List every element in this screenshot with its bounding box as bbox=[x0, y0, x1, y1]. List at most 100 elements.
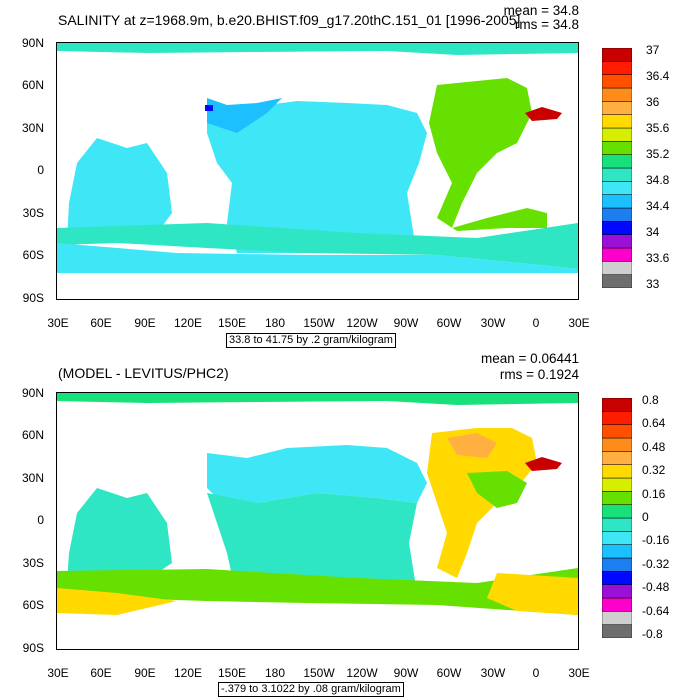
lon-label: 150E bbox=[217, 316, 247, 330]
lon-label: 120E bbox=[173, 666, 203, 680]
colorbar-swatch bbox=[601, 437, 633, 452]
north-pacific-region bbox=[207, 445, 427, 508]
panel2-colorbar-labels: -0.8 -0.64 -0.48 -0.32 -0.16 0 0.16 0.32 0.48 0.6… bbox=[642, 393, 696, 641]
lat-label: 60S bbox=[22, 598, 44, 612]
colorbar-swatches bbox=[601, 47, 633, 289]
lon-label: 90W bbox=[393, 666, 419, 680]
indian-ocean bbox=[67, 138, 172, 243]
panel1-colorbar bbox=[601, 47, 633, 289]
lat-label: 30N bbox=[21, 471, 44, 485]
colorbar-swatch bbox=[601, 504, 633, 519]
colorbar-swatch bbox=[601, 261, 633, 275]
difference-field bbox=[57, 393, 578, 615]
southern-ocean-band bbox=[57, 568, 578, 615]
colorbar-swatch bbox=[601, 274, 633, 289]
mediterranean bbox=[525, 457, 562, 471]
colorbar-swatch bbox=[601, 167, 633, 182]
lon-label: 0 bbox=[532, 316, 540, 330]
colorbar-swatch bbox=[601, 451, 633, 465]
difference-map bbox=[56, 392, 579, 650]
lon-label: 120E bbox=[173, 316, 203, 330]
colorbar-swatch bbox=[601, 127, 633, 142]
colorbar-swatch bbox=[601, 557, 633, 572]
southern-indian-positive bbox=[57, 588, 177, 615]
south-atlantic-positive bbox=[487, 573, 578, 615]
colorbar-swatch bbox=[601, 101, 633, 115]
colorbar-swatch bbox=[601, 424, 633, 439]
colorbar-swatch bbox=[601, 194, 633, 209]
colorbar-swatch bbox=[601, 411, 633, 425]
colorbar-label: 35.2 bbox=[646, 147, 670, 161]
colorbar-label: 34.4 bbox=[646, 199, 670, 213]
lon-label: 30E bbox=[568, 316, 590, 330]
colorbar-label: -0.16 bbox=[642, 533, 670, 548]
colorbar-swatch bbox=[601, 624, 633, 639]
north-pacific-fresh bbox=[207, 98, 282, 133]
panel2-title: (MODEL - LEVITUS/PHC2) bbox=[58, 365, 229, 381]
colorbar-swatch bbox=[601, 611, 633, 625]
southern-ocean-band bbox=[57, 223, 578, 269]
lat-label: 60S bbox=[22, 248, 44, 262]
lat-label: 0 bbox=[37, 513, 44, 527]
colorbar-label: 0.16 bbox=[642, 486, 666, 501]
colorbar-swatch bbox=[601, 141, 633, 155]
lon-label: 150W bbox=[303, 666, 335, 680]
lat-label: 30S bbox=[22, 556, 44, 570]
lon-label: 60W bbox=[436, 316, 462, 330]
colorbar-label: -0.48 bbox=[642, 580, 670, 595]
colorbar-label: -0.64 bbox=[642, 603, 670, 618]
colorbar-swatch bbox=[601, 544, 633, 559]
colorbar-swatch bbox=[601, 464, 633, 479]
arctic-ocean bbox=[57, 393, 578, 405]
colorbar-swatch bbox=[601, 491, 633, 505]
lon-label: 90E bbox=[134, 666, 156, 680]
colorbar-swatch bbox=[601, 234, 633, 249]
panel1-title: SALINITY at z=1968.9m, b.e20.BHIST.f09_g… bbox=[58, 12, 521, 28]
colorbar-label: 33.6 bbox=[646, 251, 670, 265]
salinity-field bbox=[57, 43, 578, 273]
colorbar-label: 36.4 bbox=[646, 69, 670, 83]
lon-label: 180 bbox=[264, 666, 286, 680]
lat-label: 30N bbox=[21, 121, 44, 135]
lon-label: 180 bbox=[264, 316, 286, 330]
lon-label: 120W bbox=[346, 666, 378, 680]
colorbar-swatch bbox=[601, 247, 633, 262]
colorbar-swatch bbox=[601, 597, 633, 612]
colorbar-swatch bbox=[601, 181, 633, 195]
lat-label: 90N bbox=[21, 386, 44, 400]
lon-label: 60W bbox=[436, 666, 462, 680]
colorbar-swatch bbox=[601, 47, 633, 62]
japan-sea bbox=[205, 105, 213, 111]
colorbar-swatch bbox=[601, 61, 633, 75]
lat-label: 90S bbox=[22, 641, 44, 655]
colorbar-label: 35.6 bbox=[646, 121, 670, 135]
colorbar-swatch bbox=[601, 221, 633, 235]
colorbar-swatch bbox=[601, 584, 633, 599]
atlantic-ocean bbox=[429, 78, 547, 231]
colorbar-label: 0.32 bbox=[642, 463, 666, 478]
lon-label: 30E bbox=[47, 666, 69, 680]
lon-label: 60E bbox=[90, 316, 112, 330]
indian-ocean bbox=[67, 488, 172, 581]
colorbar-label: 34 bbox=[646, 225, 660, 239]
lat-label: 60N bbox=[21, 78, 44, 92]
colorbar-swatch bbox=[601, 571, 633, 585]
lat-label: 30S bbox=[22, 206, 44, 220]
colorbar-swatch bbox=[601, 397, 633, 412]
colorbar-label: 0.8 bbox=[642, 393, 659, 407]
pacific-tropics bbox=[207, 493, 417, 598]
panel2-contour-note: -.379 to 3.1022 by .08 gram/kilogram bbox=[218, 682, 404, 697]
pacific-ocean bbox=[207, 101, 427, 253]
colorbar-label: 0 bbox=[642, 510, 649, 524]
colorbar-swatch bbox=[601, 477, 633, 492]
lon-label: 0 bbox=[532, 666, 540, 680]
lat-label: 60N bbox=[21, 428, 44, 442]
colorbar-swatch bbox=[601, 154, 633, 169]
mediterranean bbox=[525, 107, 562, 121]
colorbar-label: -0.32 bbox=[642, 556, 670, 571]
lon-label: 30E bbox=[568, 666, 590, 680]
colorbar-label: 33 bbox=[646, 277, 660, 291]
lat-label: 0 bbox=[37, 163, 44, 177]
colorbar-swatches bbox=[601, 397, 633, 639]
colorbar-label: 0.64 bbox=[642, 416, 666, 431]
